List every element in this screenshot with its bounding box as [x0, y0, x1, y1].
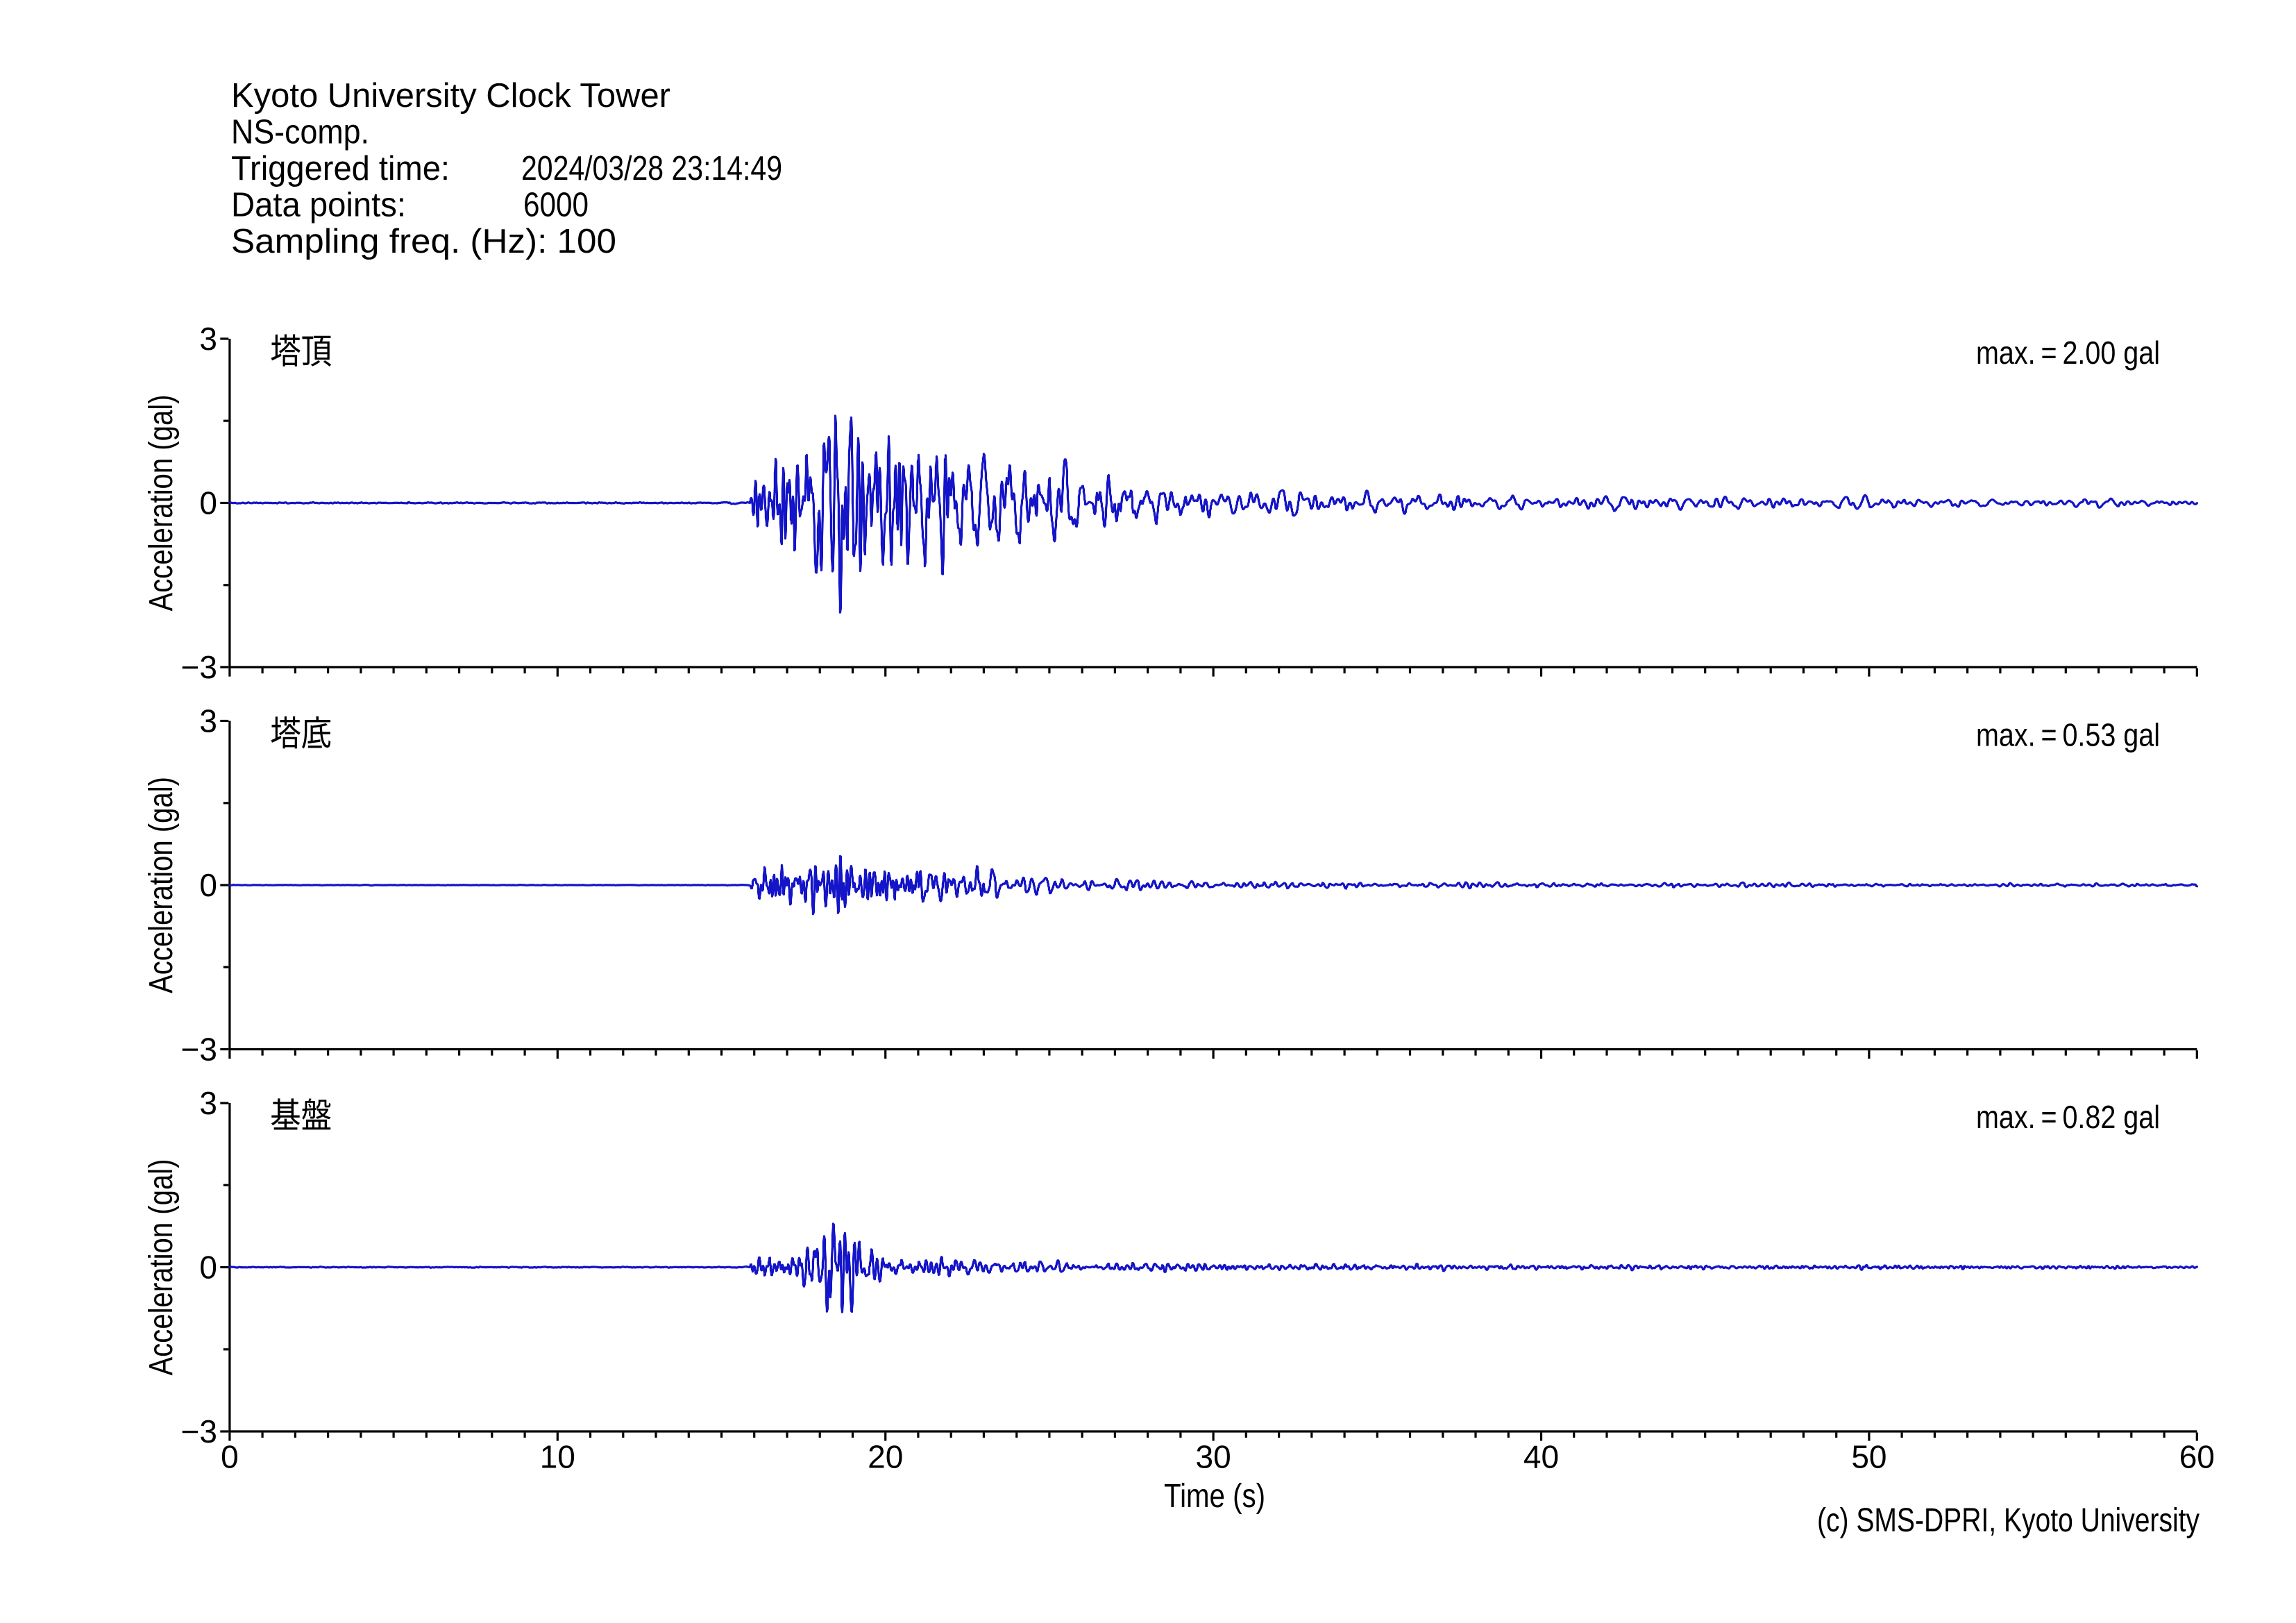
svg-text:max. = 0.82 gal: max. = 0.82 gal	[1976, 1099, 2160, 1135]
svg-text:Acceleration (gal): Acceleration (gal)	[143, 777, 180, 993]
svg-text:2024/03/28 23:14:49: 2024/03/28 23:14:49	[521, 150, 782, 187]
svg-text:−3: −3	[181, 649, 217, 685]
svg-text:3: 3	[199, 1085, 217, 1121]
svg-text:20: 20	[868, 1439, 903, 1475]
svg-text:0: 0	[221, 1439, 239, 1475]
svg-text:−3: −3	[181, 1031, 217, 1067]
svg-text:Sampling freq. (Hz): 100: Sampling freq. (Hz): 100	[231, 223, 616, 260]
svg-text:3: 3	[199, 321, 217, 357]
svg-text:6000: 6000	[523, 187, 589, 224]
svg-text:Data points:: Data points:	[231, 187, 406, 224]
svg-text:Time (s): Time (s)	[1164, 1478, 1265, 1515]
svg-text:40: 40	[1523, 1439, 1559, 1475]
svg-text:max. = 0.53 gal: max. = 0.53 gal	[1976, 717, 2160, 753]
svg-text:Triggered time:: Triggered time:	[231, 150, 450, 187]
svg-text:0: 0	[199, 485, 217, 521]
svg-text:Kyoto University Clock Tower: Kyoto University Clock Tower	[231, 77, 670, 115]
svg-text:3: 3	[199, 703, 217, 739]
svg-text:−3: −3	[181, 1413, 217, 1449]
svg-text:Acceleration (gal): Acceleration (gal)	[143, 395, 180, 612]
svg-text:(c) SMS-DPRI, Kyoto University: (c) SMS-DPRI, Kyoto University	[1817, 1502, 2200, 1539]
svg-text:50: 50	[1851, 1439, 1886, 1475]
svg-text:30: 30	[1196, 1439, 1231, 1475]
svg-text:Acceleration (gal): Acceleration (gal)	[143, 1159, 180, 1376]
svg-text:10: 10	[540, 1439, 575, 1475]
svg-text:60: 60	[2179, 1439, 2215, 1475]
svg-text:0: 0	[199, 1249, 217, 1285]
svg-text:NS-comp.: NS-comp.	[231, 114, 369, 151]
svg-text:max. = 2.00 gal: max. = 2.00 gal	[1976, 335, 2160, 371]
svg-text:0: 0	[199, 867, 217, 903]
